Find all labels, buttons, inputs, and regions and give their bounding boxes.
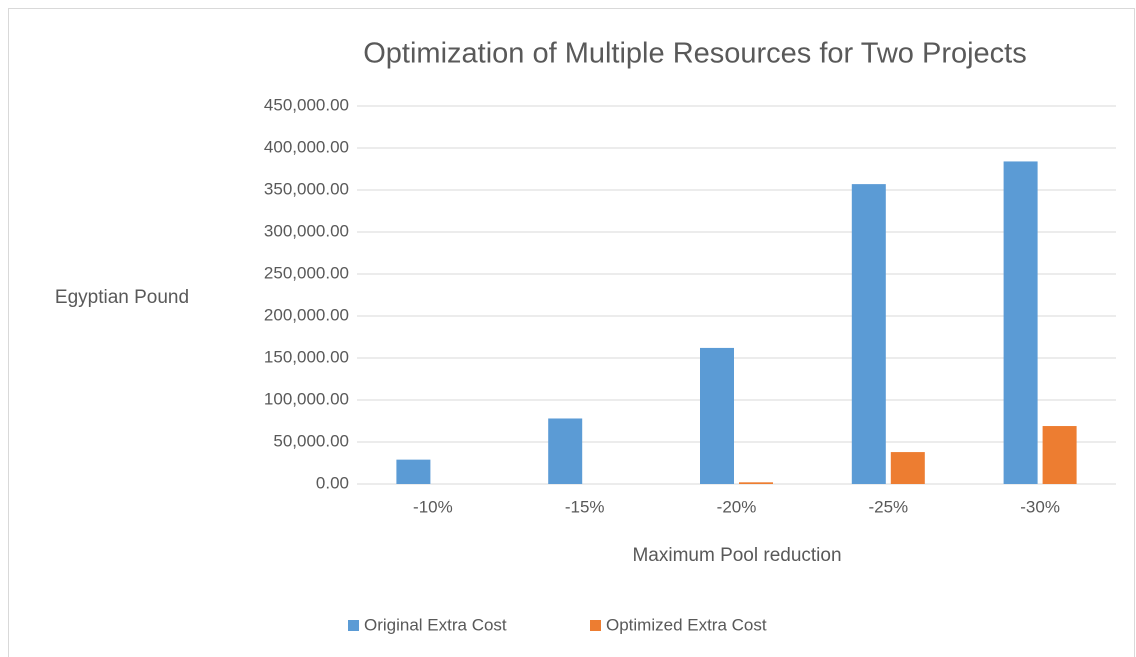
x-tick-label: -15% — [565, 497, 605, 516]
x-tick-label: -25% — [868, 497, 908, 516]
y-tick-label: 0.00 — [316, 473, 349, 492]
legend-label: Optimized Extra Cost — [606, 615, 767, 634]
chart-border — [8, 8, 1135, 657]
bar — [851, 184, 886, 484]
y-tick-label: 300,000.00 — [264, 221, 349, 240]
x-tick-label: -20% — [717, 497, 757, 516]
y-tick-label: 200,000.00 — [264, 305, 349, 324]
x-tick-label: -30% — [1020, 497, 1060, 516]
bar — [1003, 161, 1038, 484]
y-tick-label: 150,000.00 — [264, 347, 349, 366]
x-tick-label: -10% — [413, 497, 453, 516]
legend-swatch — [348, 620, 359, 631]
bar — [739, 482, 773, 484]
bar — [396, 459, 431, 484]
y-tick-label: 50,000.00 — [273, 431, 349, 450]
bar — [700, 347, 734, 484]
y-tick-label: 100,000.00 — [264, 389, 349, 408]
y-tick-label: 250,000.00 — [264, 263, 349, 282]
y-tick-label: 350,000.00 — [264, 179, 349, 198]
bar — [548, 418, 583, 484]
x-axis-title: Maximum Pool reduction — [632, 545, 841, 566]
bar — [1042, 426, 1077, 484]
chart-title: Optimization of Multiple Resources for T… — [363, 38, 1027, 70]
legend-label: Original Extra Cost — [364, 615, 507, 634]
y-tick-label: 450,000.00 — [264, 95, 349, 114]
y-axis-title: Egyptian Pound — [55, 287, 189, 308]
legend-swatch — [590, 620, 601, 631]
bar — [890, 452, 925, 484]
y-tick-label: 400,000.00 — [264, 137, 349, 156]
